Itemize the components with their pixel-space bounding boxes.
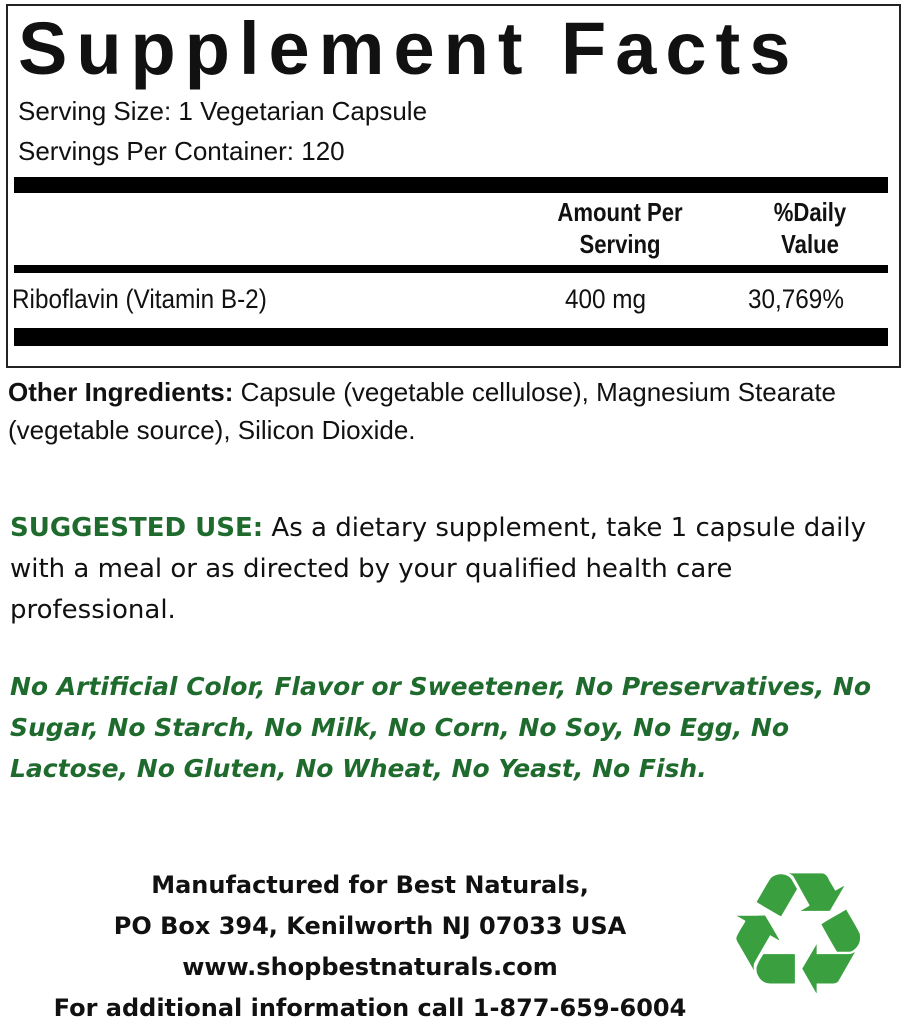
recycle-icon: ♻: [722, 840, 875, 1030]
thick-divider: [14, 177, 888, 193]
suggested-use-label: SUGGESTED USE:: [10, 513, 264, 543]
other-ingredients-text: Capsule (vegetable cellulose), Magnesium…: [8, 377, 837, 445]
bottom-divider: [14, 328, 888, 346]
nutrient-name: Riboflavin (Vitamin B-2): [12, 284, 267, 314]
facts-title: Supplement Facts: [18, 7, 800, 90]
manufacturer-info: Manufactured for Best Naturals, PO Box 3…: [20, 865, 720, 1029]
amount-header-line2: Serving: [579, 229, 661, 259]
footer-line1: Manufactured for Best Naturals,: [151, 871, 589, 899]
serving-size: Serving Size: 1 Vegetarian Capsule: [18, 96, 428, 126]
dv-header-line1: %Daily: [773, 197, 847, 227]
footer-phone: For additional information call 1-877-65…: [53, 994, 687, 1022]
supplement-facts-panel: [6, 4, 901, 368]
suggested-use: SUGGESTED USE: As a dietary supplement, …: [10, 508, 905, 631]
footer-website: www.shopbestnaturals.com: [182, 953, 558, 981]
free-from-claims: No Artificial Color, Flavor or Sweetener…: [10, 672, 872, 783]
suggested-use-text: As a dietary supplement, take 1 capsule …: [10, 513, 867, 625]
amount-header: Amount Per Serving: [518, 196, 722, 260]
dv-header-line2: Value: [781, 229, 839, 259]
thin-divider: [14, 265, 888, 273]
servings-per-container: Servings Per Container: 120: [18, 136, 345, 166]
other-ingredients-label: Other Ingredients:: [8, 377, 234, 407]
nutrient-dv: 30,769%: [748, 284, 844, 314]
nutrient-amount: 400 mg: [565, 284, 647, 314]
daily-value-header: %Daily Value: [742, 196, 878, 260]
footer-address: PO Box 394, Kenilworth NJ 07033 USA: [113, 912, 627, 940]
other-ingredients: Other Ingredients: Capsule (vegetable ce…: [8, 373, 903, 449]
amount-header-line1: Amount Per: [557, 197, 683, 227]
